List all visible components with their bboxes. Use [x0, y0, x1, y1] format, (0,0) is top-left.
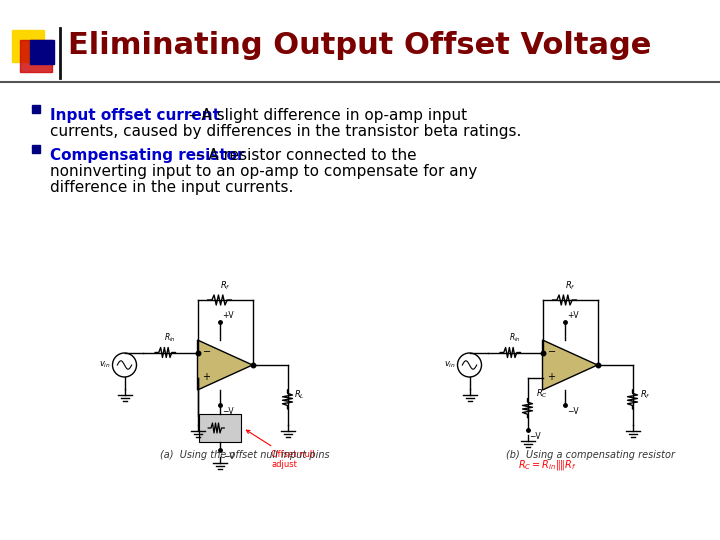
Text: −: −: [202, 348, 211, 357]
Text: +V: +V: [222, 311, 234, 320]
Text: (a)  Using the offset null input pins: (a) Using the offset null input pins: [160, 450, 330, 460]
Text: $v_{in}$: $v_{in}$: [99, 360, 110, 370]
Text: −V: −V: [223, 452, 235, 461]
Text: $R_C = R_{in}\|\|R_f$: $R_C = R_{in}\|\|R_f$: [518, 458, 577, 472]
Text: (b)  Using a compensating resistor: (b) Using a compensating resistor: [505, 450, 675, 460]
Text: Eliminating Output Offset Voltage: Eliminating Output Offset Voltage: [68, 30, 652, 59]
Text: Offset null
adjust: Offset null adjust: [246, 430, 315, 469]
Bar: [199, 414, 241, 442]
Text: $R_C$: $R_C$: [536, 387, 547, 400]
Text: $R_f$: $R_f$: [220, 280, 230, 292]
Bar: [32, 145, 40, 153]
Text: – A resistor connected to the: – A resistor connected to the: [191, 148, 416, 163]
Text: −V: −V: [567, 407, 579, 416]
Polygon shape: [542, 340, 598, 390]
Text: $R_{in}$: $R_{in}$: [509, 332, 521, 345]
Text: +: +: [547, 373, 556, 382]
Text: Input offset current: Input offset current: [50, 108, 220, 123]
Bar: [30, 40, 54, 64]
Bar: [32, 105, 40, 113]
Text: +V: +V: [567, 311, 579, 320]
Text: +: +: [202, 373, 210, 382]
Text: $R_L$: $R_L$: [294, 389, 305, 401]
Text: Compensating resistor: Compensating resistor: [50, 148, 245, 163]
Text: −: −: [547, 348, 556, 357]
Text: – A slight difference in op-amp input: – A slight difference in op-amp input: [184, 108, 467, 123]
Text: currents, caused by differences in the transistor beta ratings.: currents, caused by differences in the t…: [50, 124, 521, 139]
Text: $v_{in}$: $v_{in}$: [444, 360, 456, 370]
Text: $R_{in}$: $R_{in}$: [164, 332, 176, 345]
Text: noninverting input to an op-amp to compensate for any: noninverting input to an op-amp to compe…: [50, 164, 477, 179]
Text: $R_f$: $R_f$: [639, 389, 650, 401]
Text: −V: −V: [529, 432, 541, 441]
Text: $R_f$: $R_f$: [564, 280, 575, 292]
Bar: [20, 40, 52, 72]
Text: difference in the input currents.: difference in the input currents.: [50, 180, 293, 195]
Bar: [12, 30, 44, 62]
Polygon shape: [197, 340, 253, 390]
Text: −V: −V: [222, 407, 234, 416]
